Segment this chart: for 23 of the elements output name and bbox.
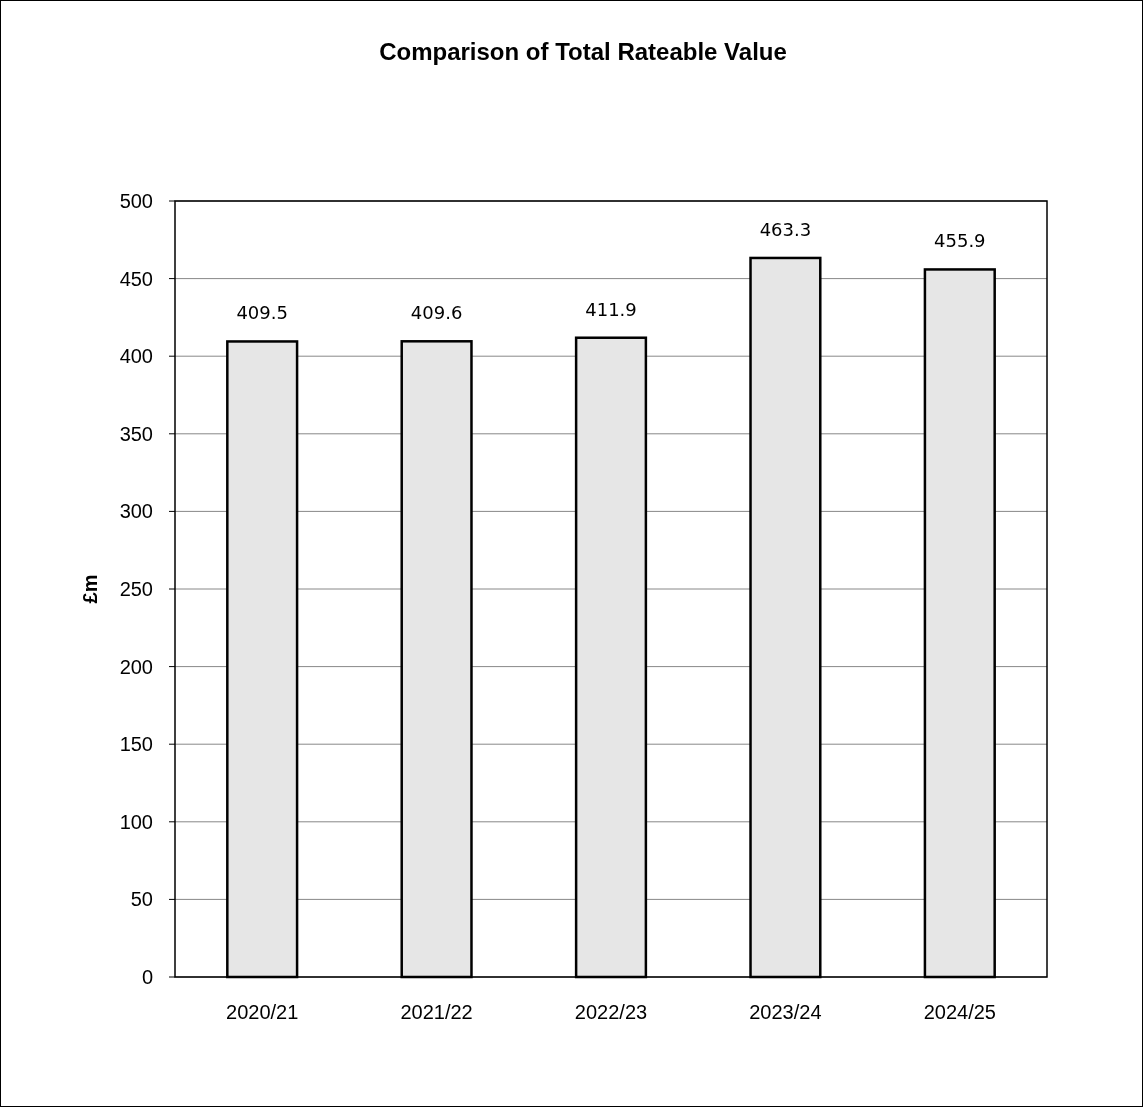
data-label: 455.9 [934, 230, 986, 252]
y-tick-label: 400 [119, 345, 153, 368]
x-tick-label: 2022/23 [574, 1001, 648, 1023]
data-label: 411.9 [585, 298, 637, 320]
y-tick-label: 100 [119, 810, 153, 833]
data-label: 409.6 [410, 302, 463, 324]
data-label: 463.3 [759, 218, 812, 240]
y-tick-label: 450 [119, 267, 153, 290]
chart-title: Comparison of Total Rateable Value [379, 38, 787, 65]
y-tick-label: 0 [141, 966, 153, 988]
y-tick-label: 300 [119, 500, 153, 523]
y-tick-label: 150 [119, 733, 153, 756]
x-tick-label: 2023/24 [749, 1001, 822, 1023]
y-tick-label: 350 [119, 422, 153, 445]
y-tick-label: 250 [119, 578, 153, 600]
x-tick-label: 2020/21 [226, 1001, 299, 1023]
y-tick-label: 200 [119, 655, 153, 678]
x-tick-label: 2021/22 [400, 1001, 473, 1023]
y-tick-label: 50 [130, 888, 153, 911]
x-tick-label: 2024/25 [923, 1001, 996, 1023]
y-tick-label: 500 [119, 190, 153, 212]
data-label: 409.5 [236, 302, 288, 324]
y-axis-title: £m [79, 574, 101, 604]
